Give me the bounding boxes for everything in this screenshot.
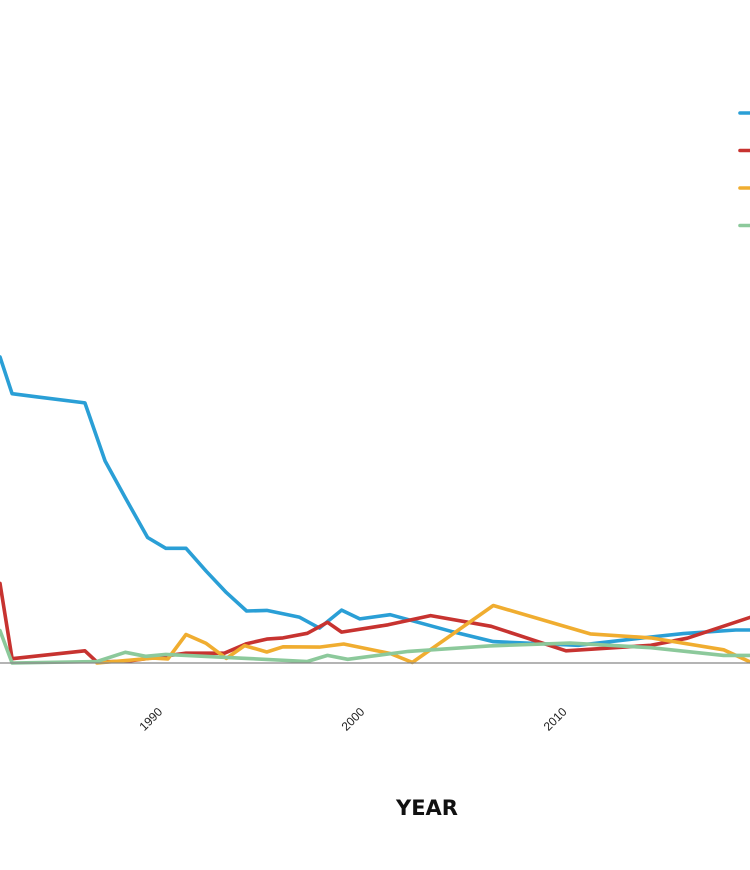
legend: [738, 111, 750, 228]
x-tick-labels: 1990 2000 2010: [136, 705, 569, 734]
x-tick-label: 1990: [136, 705, 165, 734]
x-tick-label: 2000: [339, 705, 368, 734]
x-tick-label: 2010: [541, 705, 570, 734]
series-line-3: [95, 603, 750, 665]
series-line-1: [0, 355, 750, 648]
series-line-4: [0, 628, 750, 665]
x-axis-title: YEAR: [395, 796, 458, 820]
series-layer: [0, 355, 750, 665]
